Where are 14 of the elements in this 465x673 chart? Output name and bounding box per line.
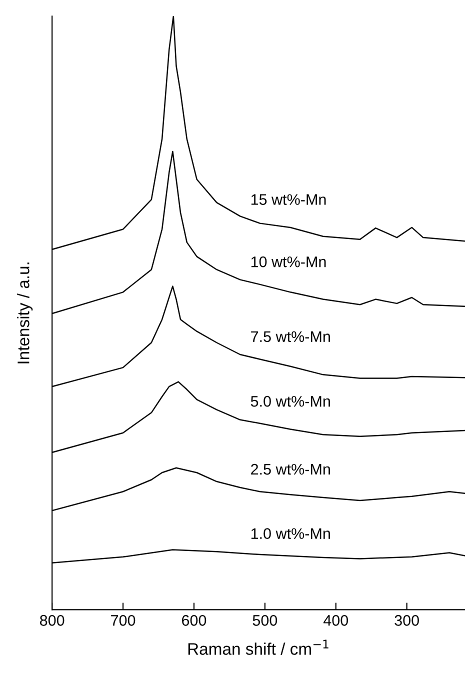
x-tick-label: 500: [252, 615, 278, 626]
series-label: 5.0 wt%-Mn: [250, 396, 330, 407]
x-axis-title: Raman shift / cm$^{−1}$: [188, 640, 328, 655]
series-label: 15 wt%-Mn: [251, 194, 326, 205]
series-label: 10 wt%-Mn: [251, 256, 326, 268]
series-label: 7.5 wt%-Mn: [251, 331, 330, 342]
x-tick-label: 300: [394, 615, 419, 626]
x-tick-label: 600: [182, 615, 206, 626]
series-label: 1.0 wt%-Mn: [251, 528, 330, 539]
x-tick-label: 700: [111, 615, 136, 626]
x-tick-label: 800: [40, 615, 64, 626]
y-axis-title: Intensity / a.u.: [17, 262, 33, 364]
series-label: 2.5 wt%-Mn: [251, 464, 330, 475]
x-tick-label: 400: [323, 615, 348, 626]
